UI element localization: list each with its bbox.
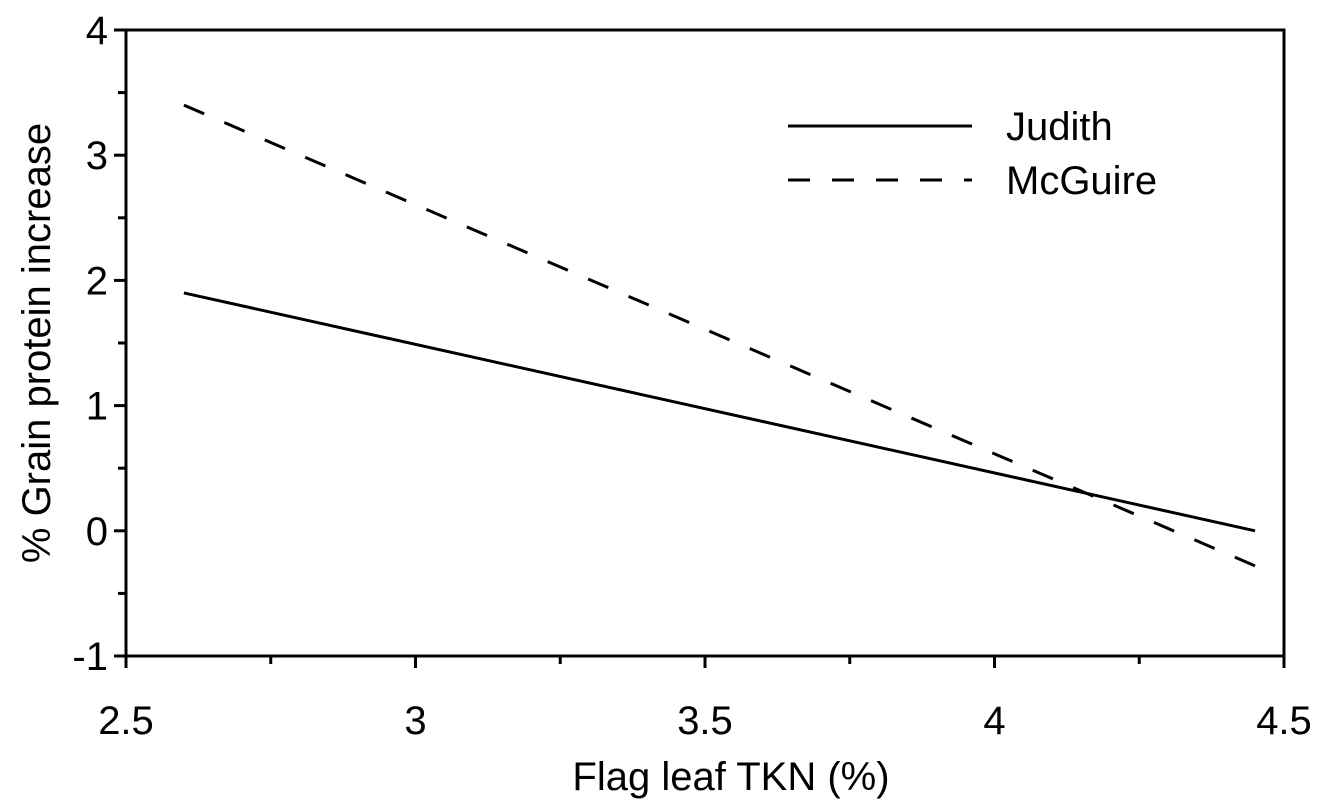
x-tick-label: 2.5 (98, 699, 154, 743)
y-axis-title: % Grain protein increase (15, 123, 59, 563)
series-line-mcguire (183, 103, 1256, 568)
x-tick-label: 4.5 (1256, 699, 1312, 743)
y-tick-label: 3 (86, 134, 108, 178)
y-tick-label: 0 (86, 510, 108, 554)
x-tick-label: 3 (404, 699, 426, 743)
axis-ticks (114, 28, 1286, 668)
x-tick-label: 4 (983, 699, 1005, 743)
y-tick-label: 4 (86, 9, 108, 53)
y-tick-label: -1 (72, 635, 108, 679)
axis-tick-labels: -1 0 1 2 3 4 2.5 3 3.5 4 4.5 (72, 9, 1311, 743)
legend-label-judith: Judith (1006, 105, 1113, 149)
x-axis-title: Flag leaf TKN (%) (572, 755, 889, 799)
series-line-judith (183, 291, 1256, 533)
x-tick-label: 3.5 (677, 699, 733, 743)
y-tick-label: 1 (86, 385, 108, 429)
series-lines (183, 103, 1256, 568)
legend-label-mcguire: McGuire (1006, 159, 1157, 203)
legend: Judith McGuire (788, 105, 1157, 203)
y-tick-label: 2 (86, 259, 108, 303)
